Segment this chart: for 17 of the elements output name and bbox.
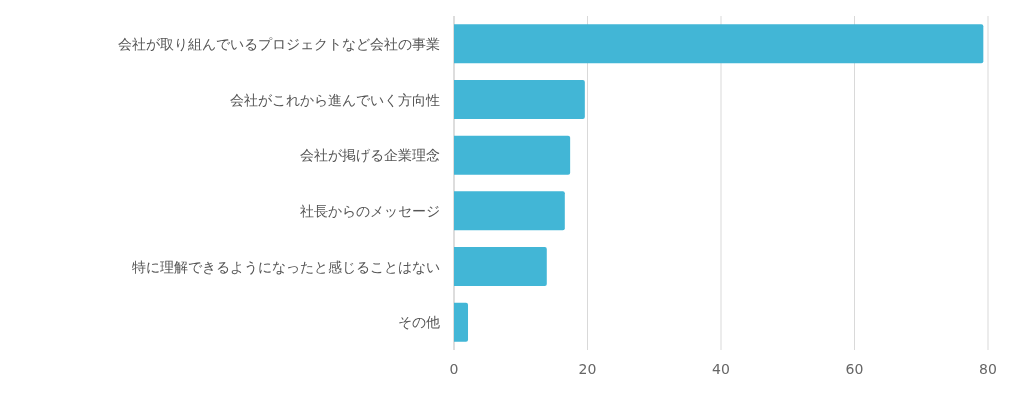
x-tick-label: 20: [578, 361, 597, 377]
x-tick-label: 80: [979, 361, 997, 377]
y-tick-label: 特に理解できるようになったと感じることはない: [132, 258, 440, 275]
y-tick-label: 会社が掲げる企業理念: [300, 147, 440, 164]
bar: [454, 24, 984, 64]
x-tick-label: 0: [449, 361, 459, 377]
y-tick-label: 会社がこれから進んでいく方向性: [230, 91, 440, 108]
x-tick-label: 60: [845, 361, 864, 377]
y-tick-label: 社長からのメッセージ: [300, 202, 440, 219]
x-tick-label: 40: [712, 361, 730, 377]
bar: [454, 191, 565, 231]
y-tick-label: 会社が取り組んでいるプロジェクトなど会社の事業: [118, 35, 440, 52]
bar: [454, 302, 469, 342]
bar: [454, 135, 571, 175]
bar: [454, 80, 585, 119]
y-tick-label: その他: [398, 314, 440, 331]
bar: [454, 247, 547, 286]
